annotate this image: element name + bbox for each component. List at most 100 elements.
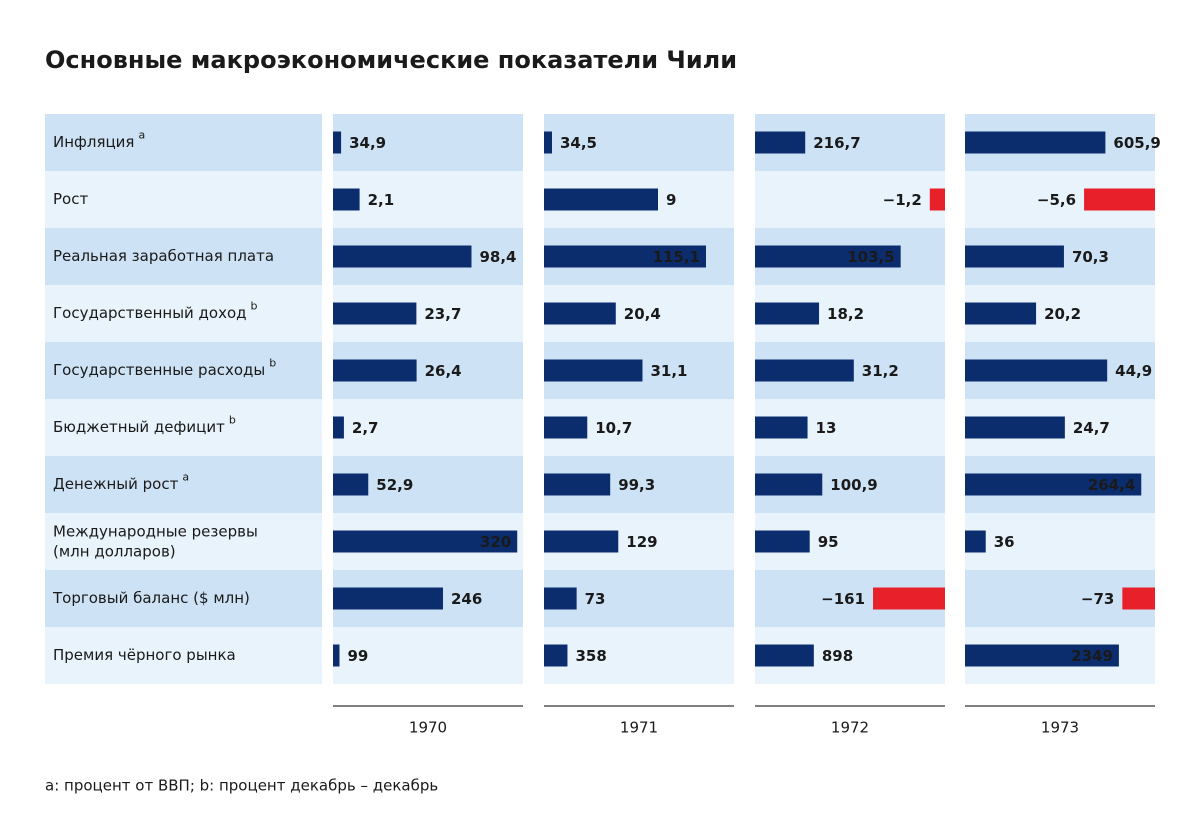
value-label: 20,2	[1044, 305, 1081, 323]
row-note: b	[269, 357, 276, 370]
chart-title: Основные макроэкономические показатели Ч…	[45, 46, 737, 74]
value-label: 264,4	[1088, 476, 1135, 494]
bar	[544, 587, 577, 610]
value-label: 26,4	[425, 362, 462, 380]
bar	[333, 644, 340, 667]
year-label: 1972	[831, 719, 869, 737]
row-background	[45, 570, 322, 627]
bar	[544, 644, 568, 667]
bar	[755, 131, 806, 154]
value-label: −1,2	[883, 191, 922, 209]
value-label: 2349	[1071, 647, 1113, 665]
bar	[929, 188, 945, 211]
bar	[965, 131, 1106, 154]
value-label: 95	[818, 533, 839, 551]
value-label: 36	[994, 533, 1015, 551]
row-note: b	[229, 414, 236, 427]
row-label: Бюджетный дефицит	[53, 418, 225, 436]
bar	[873, 587, 945, 610]
value-label: 99	[347, 647, 368, 665]
bar	[755, 644, 814, 667]
bar	[333, 530, 518, 553]
row-background	[45, 627, 322, 684]
row-background	[45, 342, 322, 399]
value-label: 216,7	[813, 134, 860, 152]
row-background	[45, 228, 322, 285]
value-label: 100,9	[830, 476, 877, 494]
row-background	[45, 114, 322, 171]
bar	[544, 302, 616, 325]
value-label: −73	[1081, 590, 1114, 608]
bar	[544, 473, 611, 496]
row-label: Торговый баланс ($ млн)	[52, 589, 250, 607]
bar	[1122, 587, 1155, 610]
bar	[965, 302, 1037, 325]
bar	[755, 302, 820, 325]
value-label: 103,5	[847, 248, 894, 266]
bar	[755, 530, 810, 553]
value-label: 129	[626, 533, 657, 551]
value-label: −161	[821, 590, 865, 608]
value-label: 24,7	[1073, 419, 1110, 437]
row-label: Государственные расходы	[53, 361, 265, 379]
value-label: 73	[585, 590, 606, 608]
bar	[333, 359, 417, 382]
bar	[544, 530, 619, 553]
row-background	[45, 513, 322, 570]
bar	[544, 245, 706, 268]
year-label: 1971	[620, 719, 658, 737]
value-label: 34,9	[349, 134, 386, 152]
row-background	[333, 399, 523, 456]
bar	[755, 245, 901, 268]
bar	[333, 188, 360, 211]
bar	[333, 587, 443, 610]
year-label: 1973	[1041, 719, 1079, 737]
bar	[965, 644, 1119, 667]
value-label: 18,2	[827, 305, 864, 323]
bar	[544, 416, 588, 439]
row-background	[45, 399, 322, 456]
year-label: 1970	[409, 719, 447, 737]
row-label: Государственный доход	[53, 304, 247, 322]
value-label: 34,5	[560, 134, 597, 152]
row-note: a	[182, 471, 189, 484]
row-label: Инфляция	[53, 133, 134, 151]
row-label: Денежный рост	[53, 475, 179, 493]
row-label: Реальная заработная плата	[53, 247, 274, 265]
row-background	[333, 627, 523, 684]
bar	[333, 131, 342, 154]
row-label: Рост	[53, 190, 88, 208]
row-background	[333, 171, 523, 228]
row-background	[755, 171, 945, 228]
value-label: 70,3	[1072, 248, 1109, 266]
row-background	[544, 627, 734, 684]
row-background	[333, 114, 523, 171]
value-label: 9	[666, 191, 676, 209]
value-label: 20,4	[624, 305, 661, 323]
bar	[333, 302, 417, 325]
value-label: −5,6	[1037, 191, 1076, 209]
row-background	[45, 456, 322, 513]
bar	[965, 530, 986, 553]
row-note: b	[251, 300, 258, 313]
row-background	[544, 114, 734, 171]
bar	[965, 359, 1108, 382]
value-label: 31,2	[862, 362, 899, 380]
row-background	[45, 171, 322, 228]
value-label: 2,1	[368, 191, 395, 209]
value-label: 10,7	[595, 419, 632, 437]
value-label: 358	[575, 647, 606, 665]
value-label: 246	[451, 590, 482, 608]
bar	[544, 188, 658, 211]
value-label: 2,7	[352, 419, 379, 437]
row-label: Премия чёрного рынка	[53, 646, 236, 664]
bar	[755, 416, 808, 439]
bar	[755, 473, 823, 496]
bar	[544, 131, 552, 154]
value-label: 44,9	[1115, 362, 1152, 380]
bar	[333, 416, 344, 439]
value-label: 98,4	[479, 248, 516, 266]
bar	[1084, 188, 1155, 211]
